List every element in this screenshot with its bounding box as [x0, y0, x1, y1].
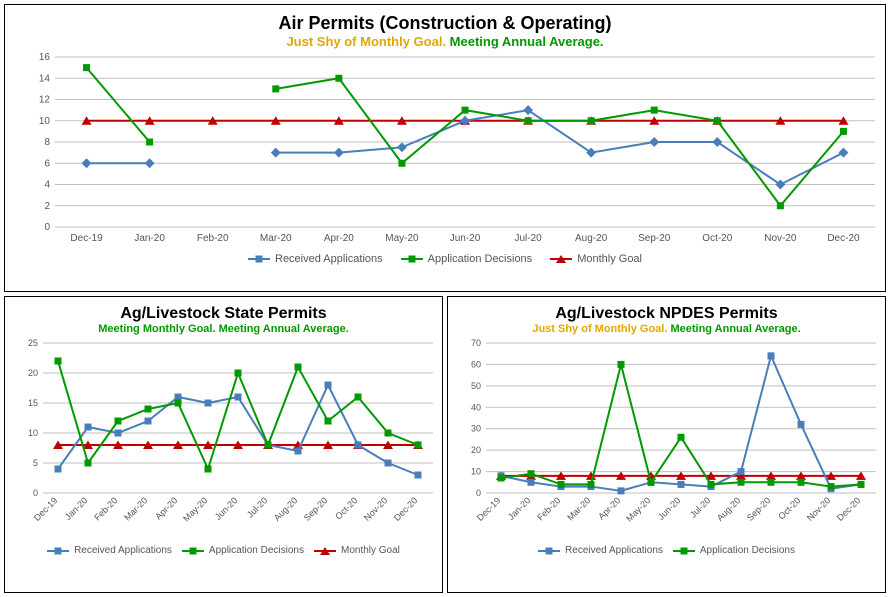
- svg-text:Aug-20: Aug-20: [715, 495, 743, 523]
- chart-legend: Received Applications Application Decisio…: [458, 545, 875, 556]
- ag-npdes-panel: Ag/Livestock NPDES Permits Just Shy of M…: [447, 296, 886, 593]
- legend-item-goal: Monthly Goal: [314, 545, 400, 556]
- svg-text:10: 10: [471, 467, 481, 477]
- ag-state-panel: Ag/Livestock State Permits Meeting Month…: [4, 296, 443, 593]
- svg-text:10: 10: [39, 116, 51, 127]
- svg-text:0: 0: [476, 488, 481, 498]
- svg-text:Jan-20: Jan-20: [134, 233, 165, 244]
- svg-text:Oct-20: Oct-20: [702, 233, 732, 244]
- svg-text:6: 6: [44, 158, 50, 169]
- svg-text:Jul-20: Jul-20: [514, 233, 542, 244]
- svg-text:Jan-20: Jan-20: [506, 495, 533, 522]
- svg-text:70: 70: [471, 338, 481, 348]
- svg-text:25: 25: [28, 338, 38, 348]
- legend-item-received: Received Applications: [538, 545, 663, 556]
- legend-item-received: Received Applications: [248, 253, 383, 265]
- svg-text:12: 12: [39, 95, 51, 106]
- legend-item-decisions: Application Decisions: [182, 545, 304, 556]
- svg-text:40: 40: [471, 402, 481, 412]
- svg-text:20: 20: [471, 445, 481, 455]
- chart-title: Ag/Livestock NPDES Permits: [458, 305, 875, 323]
- svg-text:Nov-20: Nov-20: [764, 233, 797, 244]
- svg-text:Dec-19: Dec-19: [475, 495, 503, 523]
- svg-text:Jun-20: Jun-20: [213, 495, 240, 522]
- svg-text:Nov-20: Nov-20: [362, 495, 390, 523]
- chart-subtitle: Just Shy of Monthly Goal. Meeting Annual…: [458, 323, 875, 335]
- legend-item-goal: Monthly Goal: [550, 253, 642, 265]
- ag-npdes-chart: 010203040506070Dec-19Jan-20Feb-20Mar-20A…: [458, 337, 875, 541]
- svg-text:2: 2: [44, 201, 50, 212]
- svg-text:Feb-20: Feb-20: [197, 233, 229, 244]
- chart-title: Air Permits (Construction & Operating): [15, 13, 875, 34]
- chart-subtitle: Meeting Monthly Goal. Meeting Annual Ave…: [15, 323, 432, 335]
- svg-text:Dec-20: Dec-20: [827, 233, 860, 244]
- svg-text:Jun-20: Jun-20: [656, 495, 683, 522]
- chart-title: Ag/Livestock State Permits: [15, 305, 432, 323]
- svg-text:0: 0: [33, 488, 38, 498]
- svg-text:60: 60: [471, 359, 481, 369]
- svg-text:Sep-20: Sep-20: [638, 233, 671, 244]
- svg-text:Nov-20: Nov-20: [805, 495, 833, 523]
- svg-text:Jan-20: Jan-20: [63, 495, 90, 522]
- svg-text:Jul-20: Jul-20: [688, 495, 712, 519]
- svg-text:Apr-20: Apr-20: [324, 233, 354, 244]
- legend-item-received: Received Applications: [47, 545, 172, 556]
- svg-text:Aug-20: Aug-20: [575, 233, 608, 244]
- svg-text:Mar-20: Mar-20: [260, 233, 292, 244]
- svg-text:30: 30: [471, 424, 481, 434]
- svg-text:Oct-20: Oct-20: [333, 495, 359, 521]
- svg-text:Sep-20: Sep-20: [745, 495, 773, 523]
- svg-text:Aug-20: Aug-20: [272, 495, 300, 523]
- svg-text:May-20: May-20: [181, 495, 209, 523]
- svg-text:Apr-20: Apr-20: [596, 495, 622, 521]
- svg-text:Dec-19: Dec-19: [70, 233, 103, 244]
- svg-text:Feb-20: Feb-20: [92, 495, 119, 522]
- svg-text:4: 4: [44, 180, 50, 191]
- svg-text:0: 0: [44, 222, 50, 233]
- svg-text:Apr-20: Apr-20: [153, 495, 179, 521]
- air-permits-chart: 0 2 4 6 8 10 12 14 16 Dec-19 Jan-20 Feb-20 Mar-20 Apr…: [15, 51, 875, 249]
- svg-text:Sep-20: Sep-20: [302, 495, 330, 523]
- ag-state-chart: 0 5 10 15 20 25 Dec-19Jan-20Feb-20Mar-20Apr-20…: [15, 337, 432, 541]
- svg-text:Jul-20: Jul-20: [245, 495, 269, 519]
- svg-text:May-20: May-20: [624, 495, 652, 523]
- svg-text:15: 15: [28, 398, 38, 408]
- svg-text:Mar-20: Mar-20: [122, 495, 149, 522]
- svg-text:Dec-20: Dec-20: [392, 495, 420, 523]
- chart-legend: Received Applications Application Decisio…: [15, 545, 432, 556]
- svg-text:16: 16: [39, 52, 51, 63]
- legend-item-decisions: Application Decisions: [673, 545, 795, 556]
- svg-text:Mar-20: Mar-20: [565, 495, 592, 522]
- svg-text:14: 14: [39, 73, 51, 84]
- chart-legend: Received Applications Application Decisio…: [15, 253, 875, 265]
- svg-text:50: 50: [471, 381, 481, 391]
- svg-text:5: 5: [33, 458, 38, 468]
- svg-text:Dec-19: Dec-19: [32, 495, 60, 523]
- svg-text:Dec-20: Dec-20: [835, 495, 863, 523]
- legend-item-decisions: Application Decisions: [401, 253, 533, 265]
- svg-text:May-20: May-20: [385, 233, 419, 244]
- svg-text:10: 10: [28, 428, 38, 438]
- chart-subtitle: Just Shy of Monthly Goal. Meeting Annual…: [15, 34, 875, 49]
- svg-text:20: 20: [28, 368, 38, 378]
- svg-text:8: 8: [44, 137, 50, 148]
- svg-text:Feb-20: Feb-20: [535, 495, 562, 522]
- air-permits-panel: Air Permits (Construction & Operating) J…: [4, 4, 886, 292]
- svg-text:Jun-20: Jun-20: [450, 233, 481, 244]
- svg-text:Oct-20: Oct-20: [776, 495, 802, 521]
